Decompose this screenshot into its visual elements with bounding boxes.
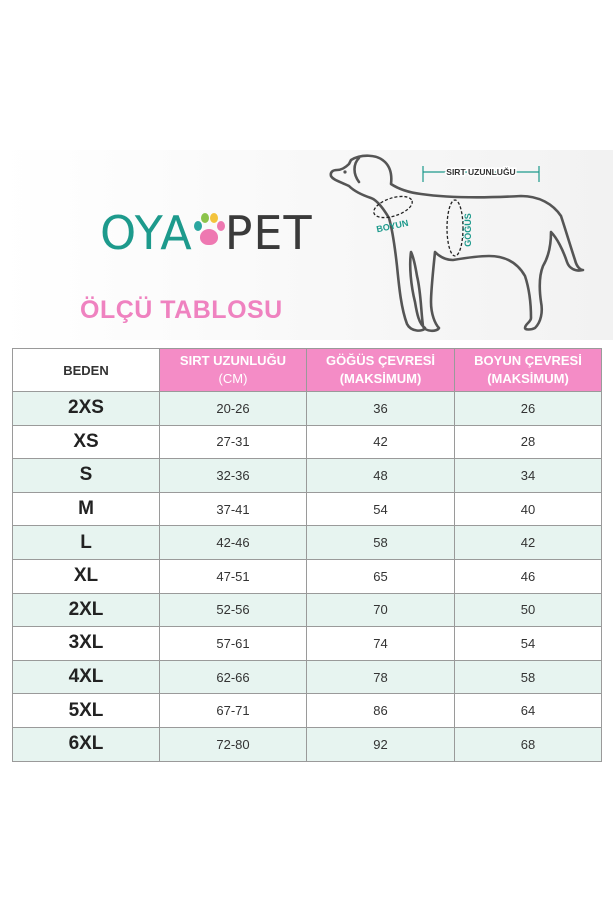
neck-cell: 68 xyxy=(454,726,602,762)
header-background xyxy=(0,150,613,340)
size-cell: 2XS xyxy=(12,391,160,426)
size-cell: 3XL xyxy=(12,626,160,661)
size-cell: L xyxy=(12,525,160,560)
table-row: L 42-46 58 42 xyxy=(12,525,602,560)
header-back-length: SIRT UZUNLUĞU (CM) xyxy=(159,348,307,392)
table-row: XS 27-31 42 28 xyxy=(12,424,602,460)
size-cell: 2XL xyxy=(12,592,160,628)
size-cell: XS xyxy=(12,424,160,460)
table-row: 6XL 72-80 92 68 xyxy=(12,726,602,762)
table-row: M 37-41 54 40 xyxy=(12,491,602,527)
size-cell: S xyxy=(12,458,160,493)
table-header-row: BEDEN SIRT UZUNLUĞU (CM) GÖĞÜS ÇEVRESİ (… xyxy=(12,348,602,392)
chest-cell: 48 xyxy=(306,458,455,493)
back-length-cell: 47-51 xyxy=(159,558,307,594)
neck-cell: 46 xyxy=(454,558,602,594)
diagram-back-label: SIRT UZUNLUĞU xyxy=(446,166,515,177)
header-neck-line1: BOYUN ÇEVRESİ xyxy=(474,353,582,368)
header-back-length-line1: SIRT UZUNLUĞU xyxy=(179,353,287,368)
back-length-cell: 27-31 xyxy=(159,424,307,460)
brand-logo: OYA PET xyxy=(100,206,313,260)
header-neck: BOYUN ÇEVRESİ (MAKSİMUM) xyxy=(454,348,602,392)
size-cell: XL xyxy=(12,558,160,594)
size-cell: 4XL xyxy=(12,659,160,695)
brand-logo-part2: PET xyxy=(224,206,313,260)
chest-cell: 54 xyxy=(306,491,455,527)
neck-cell: 54 xyxy=(454,626,602,661)
chest-cell: 86 xyxy=(306,693,455,728)
back-length-cell: 62-66 xyxy=(159,659,307,695)
back-length-cell: 37-41 xyxy=(159,491,307,527)
header-size: BEDEN xyxy=(12,348,160,392)
header-chest-line2: (MAKSİMUM) xyxy=(339,371,422,386)
table-row: XL 47-51 65 46 xyxy=(12,558,602,594)
brand-logo-part1: OYA xyxy=(100,206,193,260)
neck-cell: 40 xyxy=(454,491,602,527)
size-cell: 5XL xyxy=(12,693,160,728)
table-row: 2XL 52-56 70 50 xyxy=(12,592,602,628)
diagram-chest-label: GÖĞÜS xyxy=(462,213,473,247)
back-length-cell: 57-61 xyxy=(159,626,307,661)
back-length-cell: 52-56 xyxy=(159,592,307,628)
table-row: 2XS 20-26 36 26 xyxy=(12,391,602,426)
size-chart-table: BEDEN SIRT UZUNLUĞU (CM) GÖĞÜS ÇEVRESİ (… xyxy=(12,348,602,762)
chest-cell: 65 xyxy=(306,558,455,594)
header-neck-line2: (MAKSİMUM) xyxy=(487,371,569,386)
header-chest-line1: GÖĞÜS ÇEVRESİ xyxy=(325,353,436,368)
chest-cell: 70 xyxy=(306,592,455,628)
chest-cell: 36 xyxy=(306,391,455,426)
chest-cell: 78 xyxy=(306,659,455,695)
chest-cell: 74 xyxy=(306,626,455,661)
back-length-cell: 67-71 xyxy=(159,693,307,728)
table-row: S 32-36 48 34 xyxy=(12,458,602,493)
size-cell: 6XL xyxy=(12,726,160,762)
footer-background xyxy=(0,765,613,920)
table-row: 4XL 62-66 78 58 xyxy=(12,659,602,695)
table-row: 3XL 57-61 74 54 xyxy=(12,626,602,661)
neck-cell: 64 xyxy=(454,693,602,728)
chest-cell: 92 xyxy=(306,726,455,762)
header-chest: GÖĞÜS ÇEVRESİ (MAKSİMUM) xyxy=(306,348,455,392)
chest-cell: 58 xyxy=(306,525,455,560)
paw-icon xyxy=(193,213,225,253)
dog-measurement-diagram: SIRT UZUNLUĞU BOYUN GÖĞÜS xyxy=(329,154,585,333)
chest-cell: 42 xyxy=(306,424,455,460)
neck-cell: 28 xyxy=(454,424,602,460)
back-length-cell: 32-36 xyxy=(159,458,307,493)
neck-cell: 26 xyxy=(454,391,602,426)
neck-cell: 42 xyxy=(454,525,602,560)
neck-cell: 34 xyxy=(454,458,602,493)
table-row: 5XL 67-71 86 64 xyxy=(12,693,602,728)
header-back-length-line2: (CM) xyxy=(218,371,248,386)
neck-cell: 58 xyxy=(454,659,602,695)
page-title: ÖLÇÜ TABLOSU xyxy=(80,296,283,324)
neck-cell: 50 xyxy=(454,592,602,628)
dog-outline-icon xyxy=(329,154,585,333)
back-length-cell: 42-46 xyxy=(159,525,307,560)
back-length-cell: 20-26 xyxy=(159,391,307,426)
back-length-cell: 72-80 xyxy=(159,726,307,762)
size-cell: M xyxy=(12,491,160,527)
